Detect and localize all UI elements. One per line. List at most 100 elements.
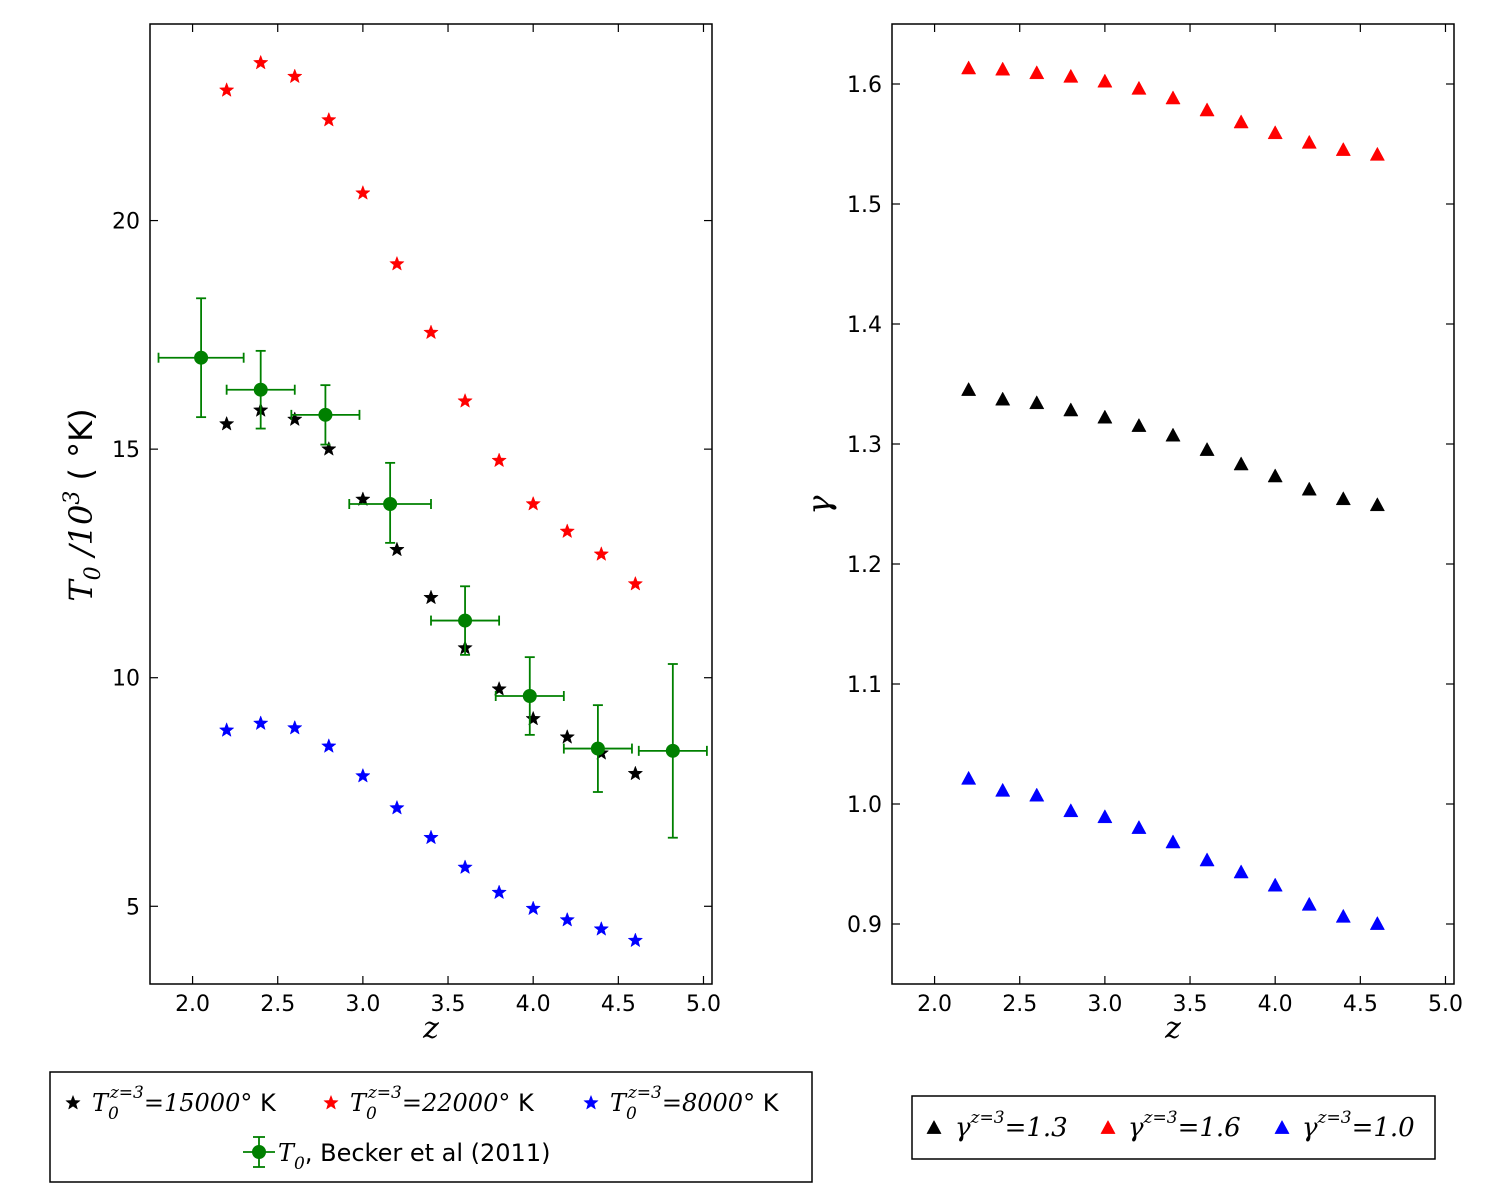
data-point [1029,65,1045,80]
data-point [491,452,507,468]
data-point [1199,441,1215,456]
x-tick-label: 2.0 [175,992,210,1017]
data-point [321,111,337,127]
legend-entry-gamma-1.0: γz=3=1.0 [1302,1108,1415,1143]
svg-text:T0z=3=15000° K: T0z=3=15000° K [92,1083,277,1124]
svg-text:γz=3=1.0: γz=3=1.0 [1302,1108,1415,1143]
data-point [559,911,576,927]
series-0-0 [218,402,644,781]
legend-marker [1100,1119,1116,1134]
data-point [593,920,610,936]
legend-superscript: z=3 [1143,1108,1178,1128]
legend-subscript: 0 [294,1154,305,1174]
data-point [559,728,576,744]
left-data-marks [157,54,708,948]
data-point [1199,852,1215,867]
y-tick-label: 1.1 [847,673,882,698]
data-point [458,613,473,628]
data-point [423,589,439,605]
data-point [423,324,439,340]
legend-superscript: z=3 [109,1083,144,1103]
legend-unit: ° K [498,1089,535,1117]
data-point [457,392,473,408]
x-tick-label: 3.0 [345,992,380,1017]
data-point [525,710,541,726]
x-tick-label: 2.0 [917,992,952,1017]
data-point [1233,864,1249,879]
legend-value: =8000 [662,1089,743,1117]
legend-symbol: γ [955,1113,971,1143]
y-tick-label: 1.2 [847,553,882,578]
legend-symbol: T [350,1089,368,1117]
left-x-axis-label: z [422,1011,439,1046]
data-point [627,575,644,591]
ylabel-superscript: 3 [60,491,85,505]
x-tick-label: 2.5 [260,992,295,1017]
legend-value: =15000 [144,1089,240,1117]
right-plot-frame [891,23,1455,985]
svg-text:γz=3=1.6: γz=3=1.6 [1128,1108,1241,1143]
data-point [321,738,337,753]
data-point [1267,125,1283,140]
data-point [1199,102,1215,117]
right-chart-panel: 2.0 2.5 3.0 3.5 4.0 4.5 5.0 0.9 1.0 1.1 1.2 1.3 1.4 1… [800,23,1463,1046]
series-1-2 [961,770,1385,930]
x-tick-label: 3.5 [1173,992,1208,1017]
data-point [627,765,644,781]
svg-text:T0, Becker et al (2011): T0, Becker et al (2011) [278,1139,550,1174]
y-tick-label: 1.4 [847,313,882,338]
svg-text:T0 /103 ( °K): T0 /103 ( °K) [60,408,106,601]
svg-text:T0z=3=8000° K: T0z=3=8000° K [610,1083,780,1124]
data-point [355,767,371,783]
legend-marker [926,1119,942,1134]
svg-text:γz=3=1.3: γz=3=1.3 [955,1108,1068,1143]
right-y-axis-label: γ [800,495,838,515]
data-point [423,829,439,845]
data-point [286,719,303,735]
errorbar-point [430,585,501,656]
x-tick-label: 5.0 [686,992,721,1017]
ylabel-divisor: /10 [62,505,100,567]
data-point [1131,819,1147,834]
left-legend-box [49,1071,813,1183]
data-point [1369,497,1385,512]
legend-subscript: 0 [626,1104,637,1124]
errorbar-point [225,349,296,430]
right-legend: γz=3=1.3 γz=3=1.6 γz=3=1.0 [911,1095,1436,1160]
legend-symbol: T [610,1089,628,1117]
data-point [1097,73,1113,88]
legend-markers [65,1094,1290,1168]
series-1-0 [961,381,1385,512]
data-point [218,722,235,737]
x-tick-label: 4.5 [601,992,636,1017]
data-point [1369,915,1385,930]
data-point [1267,877,1283,892]
series-0-3 [157,297,708,839]
legend-unit: ° K [240,1089,277,1117]
data-point [961,60,977,75]
data-point [252,715,269,731]
errorbar-point [637,663,708,839]
data-point [1131,80,1147,95]
legend-value: =1.0 [1352,1113,1415,1143]
data-point [1131,417,1147,432]
legend-value: =22000 [402,1089,498,1117]
legend-symbol: T [92,1089,110,1117]
legend-marker [252,1145,266,1159]
data-point [389,799,405,815]
errorbar-point [494,656,565,736]
data-point [961,770,977,785]
right-axis-ticks: 2.0 2.5 3.0 3.5 4.0 4.5 5.0 0.9 1.0 1.1 1.2 1.3 1.4 1… [847,24,1463,1017]
series-0-2 [218,715,644,948]
y-tick-label: 20 [112,210,140,235]
right-legend-box [911,1095,1436,1160]
data-point [491,680,507,696]
x-tick-label: 4.5 [1343,992,1378,1017]
legend-value: =1.6 [1178,1113,1241,1143]
y-tick-label: 5 [126,895,140,920]
data-point [1029,395,1045,410]
legend-superscript: z=3 [627,1083,662,1103]
legend-symbol: T [278,1139,296,1167]
data-point [1233,114,1249,129]
left-chart-panel: 2.0 2.5 3.0 3.5 4.0 4.5 5.0 5 10 15 20 z T0 /103 (… [60,23,721,1046]
